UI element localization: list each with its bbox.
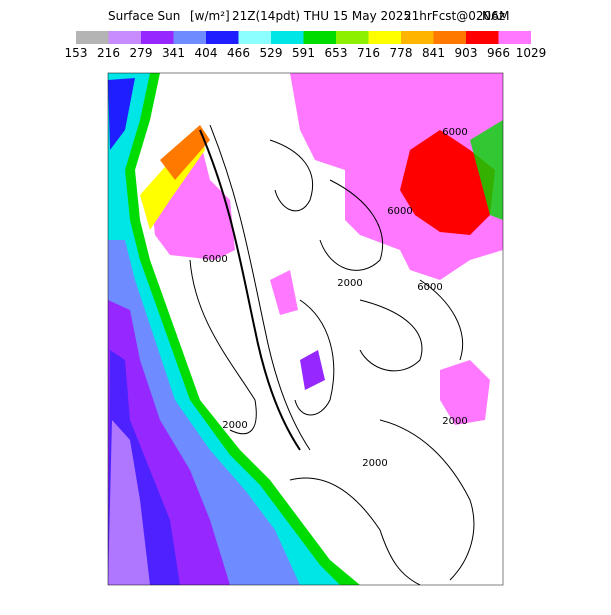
contour-label: 6000 <box>387 206 412 217</box>
contour-label: 6000 <box>202 254 227 265</box>
colorbar-box <box>271 31 304 44</box>
colorbar: 153 216 279 341 404 466 529 591 653 716 778 841 903 9… <box>65 31 547 60</box>
colorbar-box <box>401 31 434 44</box>
colorbar-label: 216 <box>97 46 120 60</box>
pink-southeast <box>440 360 490 425</box>
colorbar-label: 653 <box>325 46 348 60</box>
colorbar-box <box>76 31 109 44</box>
contours <box>189 124 475 585</box>
contour-label: 6000 <box>417 282 442 293</box>
forecast: 21hrFcst@0206z <box>404 9 505 23</box>
colorbar-label: 153 <box>65 46 88 60</box>
contour-label: 2000 <box>362 458 387 469</box>
colorbar-label: 778 <box>390 46 413 60</box>
green-east <box>470 120 503 220</box>
colorbar-box <box>303 31 336 44</box>
colorbar-label: 466 <box>227 46 250 60</box>
colorbar-box <box>206 31 239 44</box>
colorbar-box <box>498 31 531 44</box>
contour-label: 2000 <box>222 420 247 431</box>
colorbar-box <box>141 31 174 44</box>
colorbar-box <box>173 31 206 44</box>
red-area <box>400 130 495 235</box>
title: Surface Sun [w/m²] 21Z(14pdt) THU 15 May… <box>108 9 510 23</box>
colorbar-label: 529 <box>260 46 283 60</box>
colorbar-label: 279 <box>130 46 153 60</box>
units: [w/m²] <box>190 9 230 23</box>
contour-label: 6000 <box>442 127 467 138</box>
colorbar-box <box>368 31 401 44</box>
model: NAM <box>482 9 510 23</box>
colorbar-label: 841 <box>422 46 445 60</box>
colorbar-box <box>433 31 466 44</box>
field-name: Surface Sun <box>108 9 180 23</box>
pink-spot <box>270 270 298 315</box>
contour-label: 2000 <box>442 416 467 427</box>
valid-time: 21Z(14pdt) THU 15 May 2025 <box>232 9 411 23</box>
contour-label: 2000 <box>337 278 362 289</box>
colorbar-label: 404 <box>195 46 218 60</box>
colorbar-box <box>108 31 141 44</box>
map: 6000 6000 2000 6000 6000 2000 2000 2000 <box>107 72 504 586</box>
colorbar-label: 716 <box>357 46 380 60</box>
orange-ridge <box>160 125 210 180</box>
colorbar-label: 341 <box>162 46 185 60</box>
nw-blue <box>108 78 135 150</box>
colorbar-box <box>238 31 271 44</box>
colorbar-label: 1029 <box>516 46 547 60</box>
colorbar-box <box>336 31 369 44</box>
colorbar-label: 966 <box>487 46 510 60</box>
colorbar-label: 591 <box>292 46 315 60</box>
contour-labels: 6000 6000 2000 6000 6000 2000 2000 2000 <box>202 127 467 469</box>
purple-spot <box>300 350 325 390</box>
map-frame <box>107 72 504 586</box>
colorbar-box <box>466 31 499 44</box>
ocean-lavender <box>108 420 150 585</box>
colorbar-label: 903 <box>455 46 478 60</box>
